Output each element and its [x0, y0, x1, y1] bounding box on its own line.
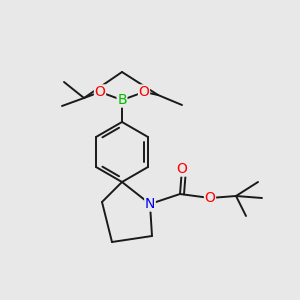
- Text: O: O: [139, 85, 149, 99]
- Text: O: O: [205, 191, 215, 205]
- Text: B: B: [117, 93, 127, 107]
- Text: N: N: [145, 197, 155, 211]
- Text: O: O: [94, 85, 105, 99]
- Text: O: O: [177, 162, 188, 176]
